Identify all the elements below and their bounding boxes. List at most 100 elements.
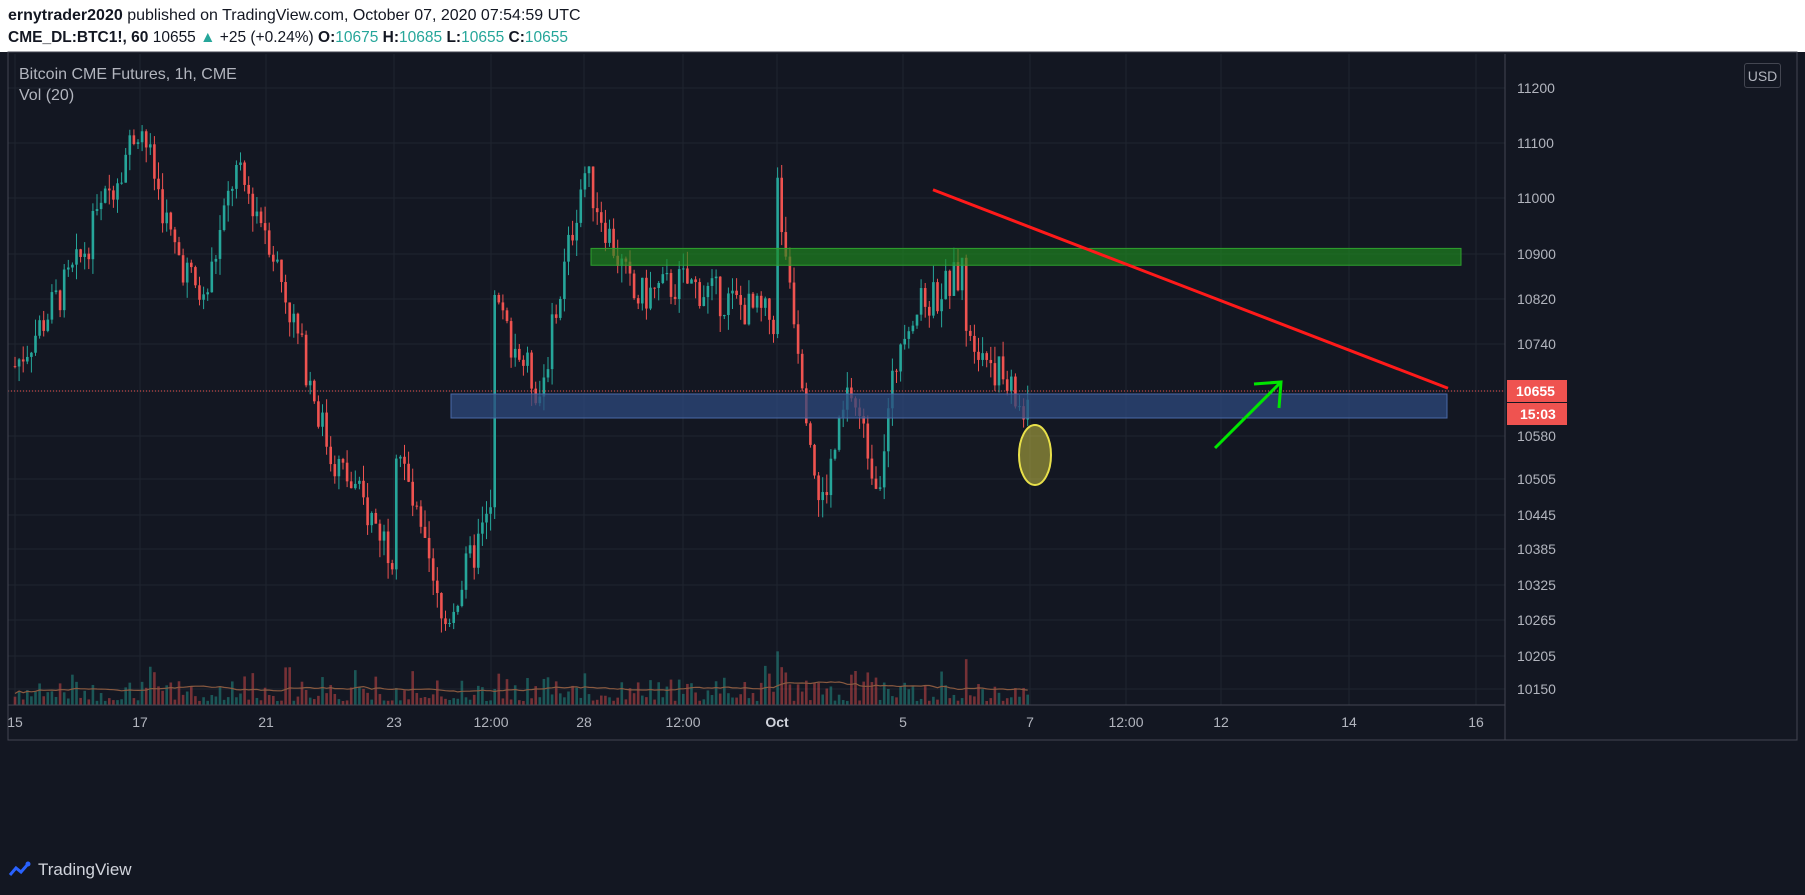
volume-bar: [345, 700, 349, 705]
volume-bar: [788, 684, 792, 705]
volume-bar: [247, 699, 250, 705]
candle-body: [501, 302, 505, 311]
candle-body: [222, 205, 226, 231]
volume-bar: [887, 688, 890, 705]
time-tick-label: Oct: [765, 714, 789, 730]
volume-bar: [202, 697, 205, 705]
volume-bar: [493, 688, 496, 705]
candle-body: [682, 268, 685, 270]
candle-body: [747, 293, 751, 325]
volume-bar: [464, 697, 468, 705]
arrow-shaft[interactable]: [1213, 380, 1283, 450]
candle-body: [415, 505, 419, 507]
volume-bar: [477, 685, 480, 705]
volume-bar: [62, 692, 66, 705]
candle-body: [661, 274, 665, 283]
highlight-ellipse[interactable]: [1018, 424, 1052, 486]
time-tick-label: 12:00: [1108, 714, 1143, 730]
volume-bar: [960, 698, 964, 705]
volume-bar: [71, 674, 74, 705]
candle-body: [911, 325, 915, 332]
volume-bar: [923, 684, 927, 705]
volume-bar: [858, 700, 861, 705]
close-value: 10655: [524, 29, 568, 46]
candle-body: [38, 320, 41, 336]
volume-bar: [259, 700, 263, 705]
volume-bar: [349, 687, 353, 705]
volume-bar: [636, 682, 640, 705]
volume-bar: [194, 696, 197, 705]
volume-bar: [75, 681, 78, 705]
candle-body: [485, 513, 488, 523]
tradingview-brand[interactable]: TradingView: [8, 860, 132, 880]
descending-trendline[interactable]: [932, 188, 1449, 390]
candle-body: [887, 408, 890, 452]
support-zone[interactable]: [450, 393, 1448, 419]
volume-bar: [792, 700, 796, 705]
volume-legend[interactable]: Vol (20): [19, 87, 75, 104]
candle-body: [21, 359, 25, 362]
volume-bar: [185, 691, 189, 705]
candle-body: [780, 177, 783, 233]
candle-body: [358, 480, 361, 484]
volume-bar: [575, 687, 578, 705]
candle-body: [407, 463, 410, 482]
volume-bar: [58, 683, 62, 705]
candle-body: [591, 166, 595, 209]
candle-body: [550, 314, 554, 370]
volume-bar: [1026, 694, 1029, 705]
candle-body: [17, 359, 21, 367]
volume-bar: [903, 682, 906, 705]
candle-body: [1010, 376, 1013, 391]
candle-body: [354, 483, 357, 489]
volume-bar: [735, 697, 738, 705]
candle-body: [395, 458, 398, 570]
candle-body: [923, 288, 927, 307]
high-value: 10685: [399, 29, 443, 46]
candle-body: [54, 290, 58, 293]
candle-body: [977, 351, 980, 360]
volume-bar: [116, 700, 119, 705]
resistance-zone[interactable]: [590, 247, 1462, 266]
candle-body: [862, 415, 865, 424]
candle-body: [161, 189, 164, 224]
volume-bar: [595, 699, 599, 705]
author-name[interactable]: ernytrader2020: [8, 7, 123, 24]
candle-body: [124, 154, 127, 183]
volume-bar: [17, 691, 21, 705]
volume-bar: [452, 698, 455, 705]
candle-body: [751, 293, 755, 308]
candle-body: [169, 212, 173, 230]
volume-bar: [83, 690, 86, 705]
candle-body: [518, 348, 521, 360]
volume-bar: [112, 700, 115, 705]
candle-body: [936, 282, 939, 312]
candle-body: [62, 269, 66, 311]
volume-bar: [374, 676, 378, 705]
candle-body: [796, 324, 800, 354]
candle-body: [378, 523, 382, 541]
volume-bar: [403, 690, 406, 705]
candle-body: [759, 295, 763, 308]
candle-body: [497, 294, 501, 303]
candle-body: [915, 314, 919, 326]
volume-bar: [673, 700, 677, 705]
volume-bar: [280, 700, 283, 705]
volume-bar: [505, 679, 509, 705]
volume-bar: [997, 692, 1001, 705]
volume-bar: [583, 673, 587, 705]
volume-bar: [866, 672, 870, 705]
candle-body: [526, 352, 529, 366]
volume-bar: [329, 685, 332, 705]
currency-button[interactable]: USD: [1744, 63, 1781, 88]
chart-legend-title[interactable]: Bitcoin CME Futures, 1h, CME: [19, 66, 237, 83]
candle-body: [993, 363, 997, 386]
volume-bar: [657, 682, 660, 705]
candle-body: [218, 230, 222, 259]
candle-body: [34, 335, 37, 353]
volume-bar: [103, 700, 107, 705]
chart-frame: [7, 51, 1798, 741]
candle-body: [932, 282, 935, 316]
volume-bar: [850, 674, 853, 705]
